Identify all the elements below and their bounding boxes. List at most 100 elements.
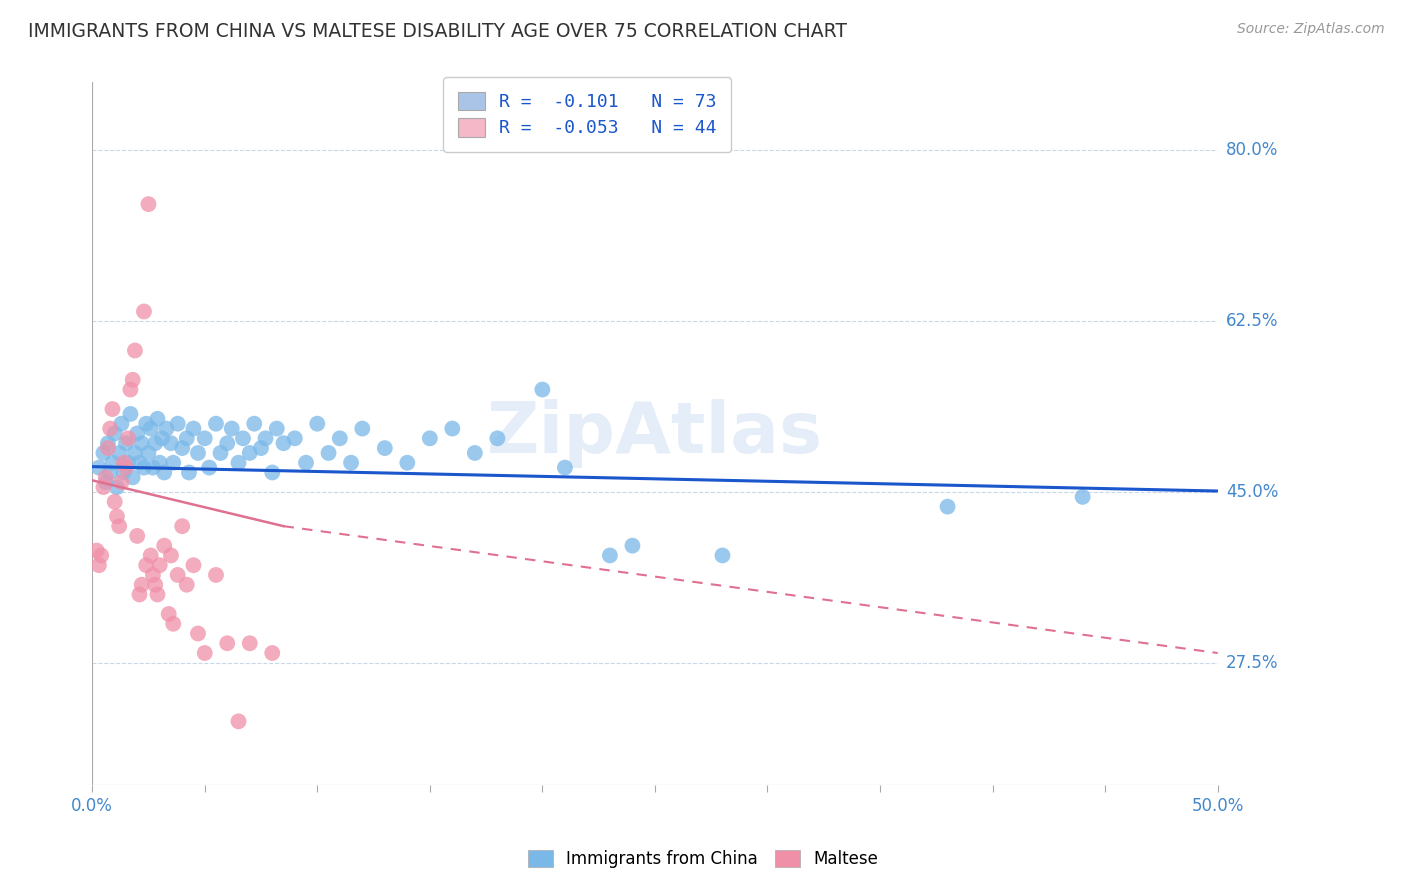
Point <box>97 441 120 455</box>
Text: 80.0%: 80.0% <box>1226 142 1278 160</box>
Point <box>98 466 121 480</box>
Point <box>132 460 155 475</box>
Point <box>121 470 143 484</box>
Point <box>162 616 184 631</box>
Point <box>464 446 486 460</box>
Point <box>131 436 153 450</box>
Point <box>273 436 295 450</box>
Point <box>176 578 198 592</box>
Point <box>139 421 162 435</box>
Point <box>374 441 396 455</box>
Point <box>138 197 160 211</box>
Point <box>149 456 172 470</box>
Point <box>198 460 221 475</box>
Point <box>108 446 131 460</box>
Text: 27.5%: 27.5% <box>1226 654 1278 672</box>
Point <box>205 568 228 582</box>
Point <box>621 539 644 553</box>
Point <box>86 543 108 558</box>
Point <box>105 480 128 494</box>
Point <box>183 421 205 435</box>
Point <box>352 421 374 435</box>
Point <box>162 456 184 470</box>
Point <box>115 460 138 475</box>
Point <box>101 456 124 470</box>
Point <box>115 436 138 450</box>
Point <box>329 431 352 445</box>
Point <box>166 568 188 582</box>
Point <box>155 421 177 435</box>
Legend: Immigrants from China, Maltese: Immigrants from China, Maltese <box>522 843 884 875</box>
Point <box>90 549 112 563</box>
Point <box>340 456 363 470</box>
Point <box>396 456 419 470</box>
Point <box>284 431 307 445</box>
Point <box>176 431 198 445</box>
Point <box>87 460 110 475</box>
Point <box>250 441 273 455</box>
Text: 62.5%: 62.5% <box>1226 312 1278 330</box>
Point <box>239 446 262 460</box>
Point <box>117 431 139 445</box>
Point <box>135 558 157 573</box>
Point <box>228 456 250 470</box>
Point <box>187 626 209 640</box>
Point <box>554 460 576 475</box>
Point <box>150 431 173 445</box>
Point <box>98 421 121 435</box>
Point <box>307 417 329 431</box>
Point <box>94 470 117 484</box>
Point <box>711 549 734 563</box>
Point <box>262 646 284 660</box>
Point <box>97 436 120 450</box>
Point <box>177 466 200 480</box>
Point <box>221 421 243 435</box>
Point <box>266 421 288 435</box>
Point <box>128 587 150 601</box>
Point <box>104 426 127 441</box>
Point <box>135 417 157 431</box>
Point <box>120 407 142 421</box>
Point <box>486 431 509 445</box>
Point <box>110 475 132 490</box>
Point <box>228 714 250 729</box>
Point <box>132 304 155 318</box>
Point <box>441 421 464 435</box>
Point <box>194 431 217 445</box>
Point <box>209 446 232 460</box>
Point <box>87 558 110 573</box>
Text: Source: ZipAtlas.com: Source: ZipAtlas.com <box>1237 22 1385 37</box>
Text: 45.0%: 45.0% <box>1226 483 1278 501</box>
Point <box>239 636 262 650</box>
Point <box>117 456 139 470</box>
Point <box>108 519 131 533</box>
Point <box>599 549 621 563</box>
Point <box>139 549 162 563</box>
Point <box>243 417 266 431</box>
Point <box>112 466 135 480</box>
Point <box>153 539 176 553</box>
Point <box>172 441 194 455</box>
Point <box>160 549 183 563</box>
Point <box>217 436 239 450</box>
Point <box>104 495 127 509</box>
Point <box>93 446 115 460</box>
Point <box>149 558 172 573</box>
Point <box>142 460 165 475</box>
Point <box>232 431 254 445</box>
Point <box>143 578 166 592</box>
Point <box>110 417 132 431</box>
Point <box>295 456 318 470</box>
Point <box>318 446 340 460</box>
Point <box>143 436 166 450</box>
Point <box>124 446 146 460</box>
Point <box>120 383 142 397</box>
Point <box>131 578 153 592</box>
Point <box>183 558 205 573</box>
Point <box>187 446 209 460</box>
Point <box>205 417 228 431</box>
Point <box>217 636 239 650</box>
Legend: R =  -0.101   N = 73, R =  -0.053   N = 44: R = -0.101 N = 73, R = -0.053 N = 44 <box>443 77 731 152</box>
Point <box>146 412 169 426</box>
Point <box>146 587 169 601</box>
